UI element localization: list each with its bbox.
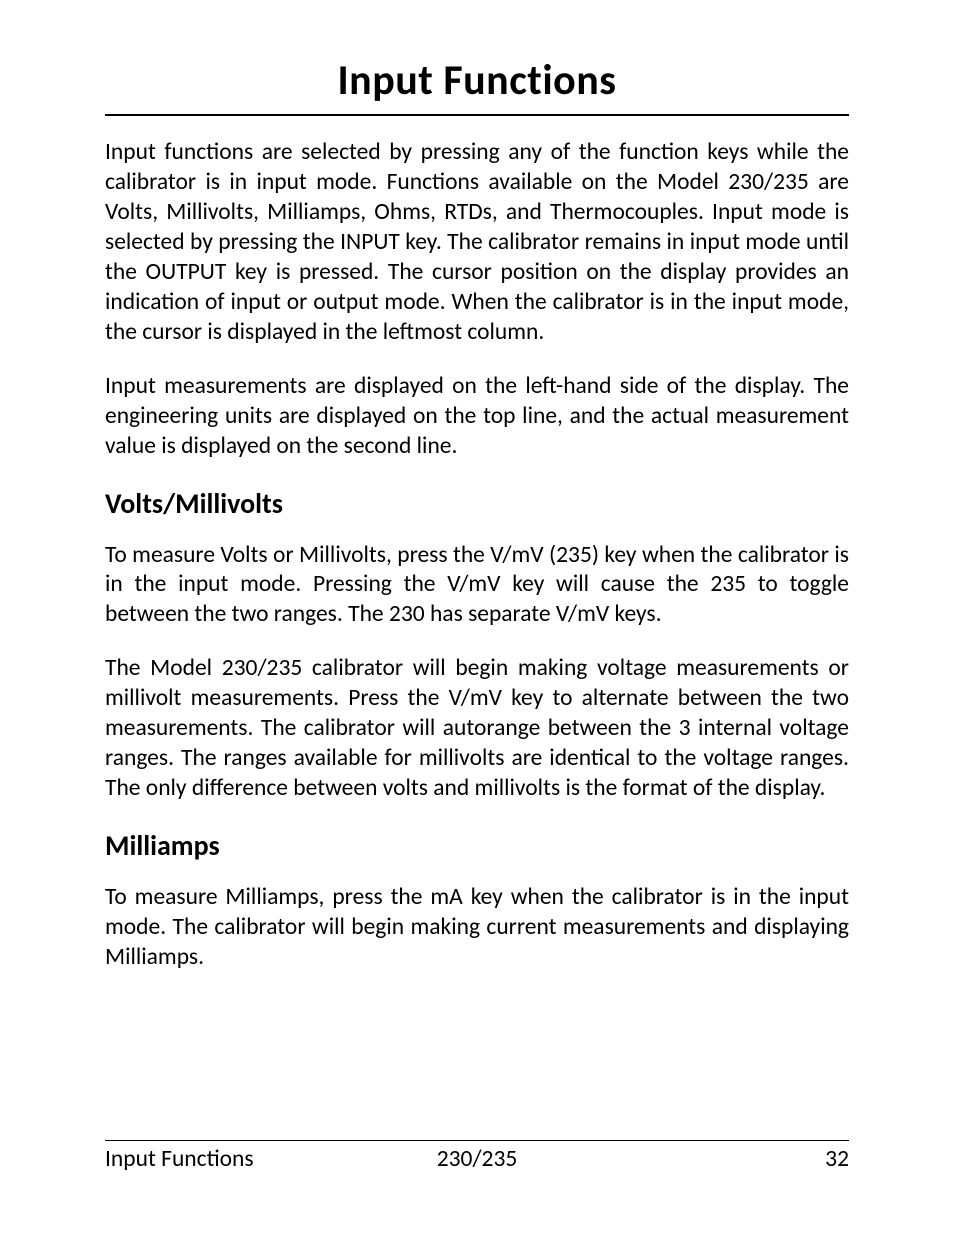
volts-paragraph-1: To measure Volts or Millivolts, press th… [105,541,849,631]
footer-rule [105,1140,849,1141]
page-footer: Input Functions 230/235 32 [105,1140,849,1173]
title-underline [105,114,849,116]
footer-center: 230/235 [353,1145,601,1173]
footer-left: Input Functions [105,1145,353,1173]
document-page: Input Functions Input functions are sele… [0,0,954,1235]
footer-page-number: 32 [601,1145,849,1173]
page-title: Input Functions [105,55,849,106]
volts-paragraph-2: The Model 230/235 calibrator will begin … [105,654,849,804]
footer-row: Input Functions 230/235 32 [105,1145,849,1173]
intro-paragraph-2: Input measurements are displayed on the … [105,372,849,462]
milliamps-paragraph-1: To measure Milliamps, press the mA key w… [105,883,849,973]
section-heading-volts: Volts/Millivolts [105,486,849,521]
section-heading-milliamps: Milliamps [105,828,849,863]
intro-paragraph-1: Input functions are selected by pressing… [105,138,849,348]
